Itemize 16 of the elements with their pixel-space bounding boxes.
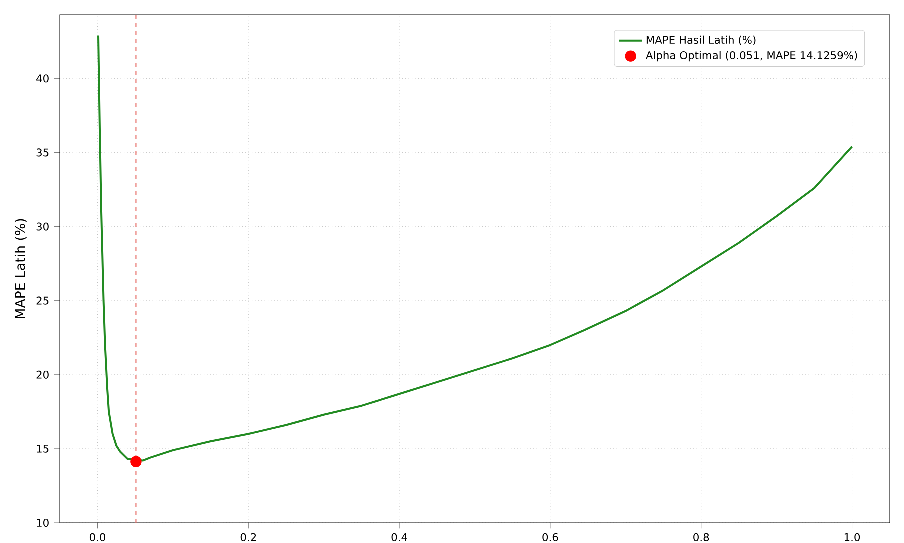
y-tick-label: 35 <box>36 148 49 157</box>
y-tick-label: 25 <box>36 296 49 305</box>
y-tick-label: 30 <box>36 222 49 231</box>
y-axis-title: MAPE Latih (%) <box>14 219 27 318</box>
legend-label: MAPE Hasil Latih (%) <box>646 36 756 46</box>
x-tick-label: 0.8 <box>694 533 710 542</box>
x-tick-label: 0.6 <box>542 533 558 542</box>
y-tick-label: 40 <box>36 74 49 83</box>
x-tick-label: 0.4 <box>392 533 408 542</box>
legend-label: Alpha Optimal (0.051, MAPE 14.1259%) <box>646 51 858 62</box>
x-tick-label: 0.0 <box>90 533 106 542</box>
x-tick-label: 0.2 <box>240 533 256 542</box>
y-tick-label: 10 <box>37 518 49 528</box>
y-tick-label: 15 <box>37 444 49 453</box>
x-tick-label: 1.0 <box>844 533 860 542</box>
y-tick-label: 20 <box>36 370 49 379</box>
